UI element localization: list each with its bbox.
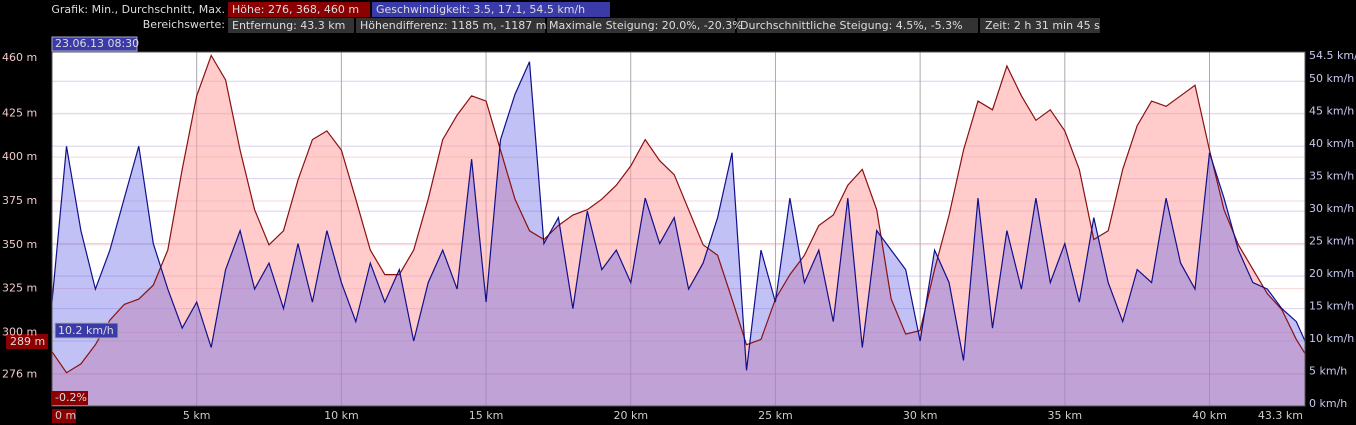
badge — [547, 18, 735, 33]
y2-tick-label: 45 km/h — [1309, 105, 1354, 118]
speed-stats: Geschwindigkeit: 3.5, 17.1, 54.5 km/h — [376, 3, 585, 16]
y2-tick-label: 50 km/h — [1309, 72, 1354, 85]
range-value: Höhendifferenz: 1185 m, -1187 m — [360, 19, 546, 32]
y2-tick-label: 25 km/h — [1309, 235, 1354, 248]
x-tick-label: 43.3 km — [1258, 409, 1303, 422]
cursor-grade: -0.2% — [55, 391, 87, 404]
line — [51, 61, 1306, 371]
badge — [51, 36, 138, 52]
range-label: Bereichswerte: — [143, 18, 225, 31]
y-tick-label: 300 m — [2, 325, 37, 338]
header: Grafik: Min., Durchschnitt, Max. Höhe: 2… — [51, 2, 1100, 33]
badge — [6, 334, 48, 349]
y2-tick-label: 20 km/h — [1309, 267, 1354, 280]
badge — [52, 409, 76, 423]
x-tick-label: 10 km — [324, 409, 359, 422]
x-tick-label: 0 m — [55, 409, 76, 422]
header-label: Grafik: Min., Durchschnitt, Max. — [51, 3, 225, 16]
y-tick-label: 325 m — [2, 282, 37, 295]
x-tick-label: 5 km — [183, 409, 211, 422]
y2-tick-label: 10 km/h — [1309, 332, 1354, 345]
y2-tick-label: 5 km/h — [1309, 365, 1347, 378]
plot — [51, 51, 1306, 407]
y2-tick-label: 54.5 km/h — [1309, 49, 1356, 62]
range-value: Maximale Steigung: 20.0%, -20.3% — [549, 19, 743, 32]
plot-frame — [51, 51, 1306, 407]
y2-tick-label: 0 km/h — [1309, 397, 1347, 410]
cursor-speed: 10.2 km/h — [58, 324, 114, 337]
x-tick-label: 25 km — [758, 409, 793, 422]
y2-tick-label: 40 km/h — [1309, 137, 1354, 150]
x-tick-label: 15 km — [469, 409, 504, 422]
line — [51, 54, 1306, 374]
y2-tick-label: 15 km/h — [1309, 300, 1354, 313]
y2-tick-label: 30 km/h — [1309, 202, 1354, 215]
y-tick-label: 425 m — [2, 106, 37, 119]
x-tick-label: 35 km — [1048, 409, 1083, 422]
x-tick-label: 30 km — [903, 409, 938, 422]
badge — [228, 2, 370, 17]
y-tick-label: 400 m — [2, 150, 37, 163]
badge — [52, 391, 88, 405]
y2-tick-label: 35 km/h — [1309, 170, 1354, 183]
y-tick-label: 375 m — [2, 194, 37, 207]
y-tick-label: 460 m — [2, 51, 37, 64]
badge — [737, 18, 978, 33]
elevation-stats: Höhe: 276, 368, 460 m — [232, 3, 359, 16]
range-value: Durchschnittliche Steigung: 4.5%, -5.3% — [740, 19, 963, 32]
range-value: Entfernung: 43.3 km — [232, 19, 345, 32]
y-tick-label: 276 m — [2, 367, 37, 380]
badge — [372, 2, 610, 17]
badge — [54, 322, 119, 339]
x-tick-label: 20 km — [613, 409, 648, 422]
area — [52, 61, 1305, 406]
badge — [228, 18, 354, 33]
cursor-elevation: 289 m — [10, 335, 45, 348]
badge — [980, 18, 1100, 33]
y-tick-label: 350 m — [2, 238, 37, 251]
range-value: Zeit: 2 h 31 min 45 s — [985, 19, 1100, 32]
badge — [356, 18, 545, 33]
cursor-time: 23.06.13 08:30 — [55, 37, 139, 50]
x-tick-label: 40 km — [1192, 409, 1227, 422]
